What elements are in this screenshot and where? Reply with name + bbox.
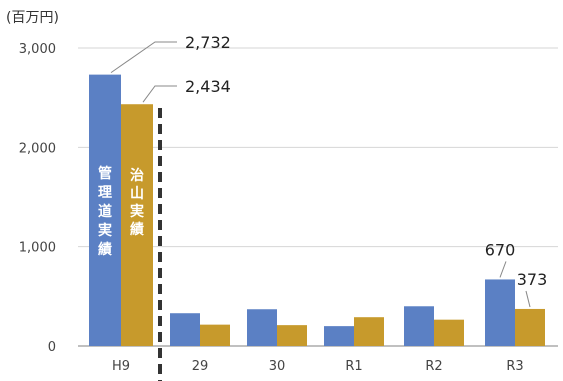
bar-series1-29 bbox=[170, 313, 200, 346]
bar-series2-H9 bbox=[121, 104, 153, 347]
x-tick-label: R2 bbox=[425, 359, 442, 374]
x-tick-label: R3 bbox=[506, 359, 523, 374]
bar-series1-R3 bbox=[485, 279, 515, 346]
bar-series2-R1 bbox=[354, 317, 384, 346]
bar-series2-R2 bbox=[434, 319, 464, 346]
data-label: 373 bbox=[517, 270, 548, 289]
bar-series1-R2 bbox=[404, 306, 434, 346]
labels: 0 1,000 2,000 3,000 H9 29 30 R1 R2 R3 管理道実績 治山実績 2,7… bbox=[19, 33, 547, 374]
bar-series2-30 bbox=[277, 325, 307, 346]
bar-inner-label: 管理道実績 bbox=[98, 165, 112, 258]
data-label: 2,434 bbox=[185, 77, 231, 96]
label-leader-line bbox=[525, 290, 531, 308]
bar-series2-R3 bbox=[515, 308, 545, 346]
x-tick-label: H9 bbox=[112, 359, 130, 374]
y-tick-label: 3,000 bbox=[19, 42, 56, 57]
bar-series2-29 bbox=[200, 324, 230, 346]
x-tick-label: 30 bbox=[269, 359, 286, 374]
y-tick-label: 0 bbox=[48, 340, 56, 355]
bar-series1-R1 bbox=[324, 326, 354, 346]
data-label: 2,732 bbox=[185, 33, 231, 52]
x-tick-label: 29 bbox=[192, 359, 209, 374]
label-leader-line bbox=[110, 41, 177, 74]
label-leader-line bbox=[499, 261, 507, 278]
gridlines bbox=[78, 47, 558, 381]
label-leader-line bbox=[142, 85, 177, 103]
bar-series1-30 bbox=[247, 309, 277, 346]
bar-series1-H9 bbox=[89, 74, 121, 346]
y-tick-label: 1,000 bbox=[19, 241, 56, 256]
bar-inner-label: 治山実績 bbox=[130, 167, 144, 238]
data-label: 670 bbox=[485, 240, 516, 259]
y-tick-label: 2,000 bbox=[19, 141, 56, 156]
x-tick-label: R1 bbox=[345, 359, 362, 374]
bars bbox=[89, 74, 545, 347]
y-axis-unit-label: (百万円) bbox=[6, 10, 59, 26]
